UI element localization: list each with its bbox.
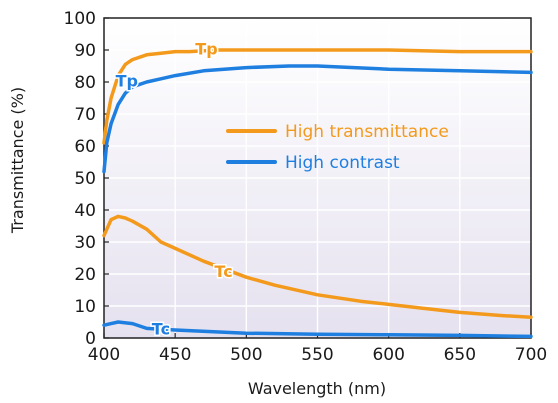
annotation-layer: Tp Tp Tc Tc xyxy=(114,38,234,340)
legend: High transmittance High contrast xyxy=(226,122,449,173)
series-line-high-contrast-tp xyxy=(102,64,533,174)
x-tick-label: 650 xyxy=(444,345,476,365)
y-tick-label: 70 xyxy=(74,105,96,125)
y-tick-label: 40 xyxy=(74,201,96,221)
y-tick-label: 100 xyxy=(64,9,96,29)
curve-annotation: Tp xyxy=(195,39,217,58)
curve-annotation: Tc xyxy=(214,262,232,281)
y-tick-label: 80 xyxy=(74,73,96,93)
curve-annotation: Tc xyxy=(152,319,170,338)
series-line-high-transmittance-tc xyxy=(102,214,533,319)
y-tick-label: 10 xyxy=(74,297,96,317)
axes: 0 10 20 30 40 50 60 70 80 90 100 400 450 500 550 600 650… xyxy=(64,9,548,365)
y-axis-title: Transmittance (%) xyxy=(8,87,27,234)
x-tick-label: 550 xyxy=(301,345,333,365)
x-tick-label: 450 xyxy=(159,345,191,365)
x-tick-label: 400 xyxy=(88,345,120,365)
curve-annotation: Tp xyxy=(116,71,138,90)
y-tick-label: 90 xyxy=(74,41,96,61)
x-tick-label: 500 xyxy=(230,345,262,365)
y-tick-label: 30 xyxy=(74,233,96,253)
x-axis-title: Wavelength (nm) xyxy=(248,379,386,398)
y-tick-label: 60 xyxy=(74,137,96,157)
legend-label-high-transmittance: High transmittance xyxy=(285,122,449,142)
series-line-high-contrast-tc xyxy=(102,320,533,339)
y-tick-label: 20 xyxy=(74,265,96,285)
y-tick-label: 50 xyxy=(74,169,96,189)
legend-label-high-contrast: High contrast xyxy=(285,153,400,173)
y-tick-label: 0 xyxy=(85,329,96,349)
x-tick-label: 600 xyxy=(372,345,404,365)
x-tick-label: 700 xyxy=(515,345,547,365)
series-line-high-transmittance-tp xyxy=(102,48,533,145)
series-layer xyxy=(102,48,533,339)
